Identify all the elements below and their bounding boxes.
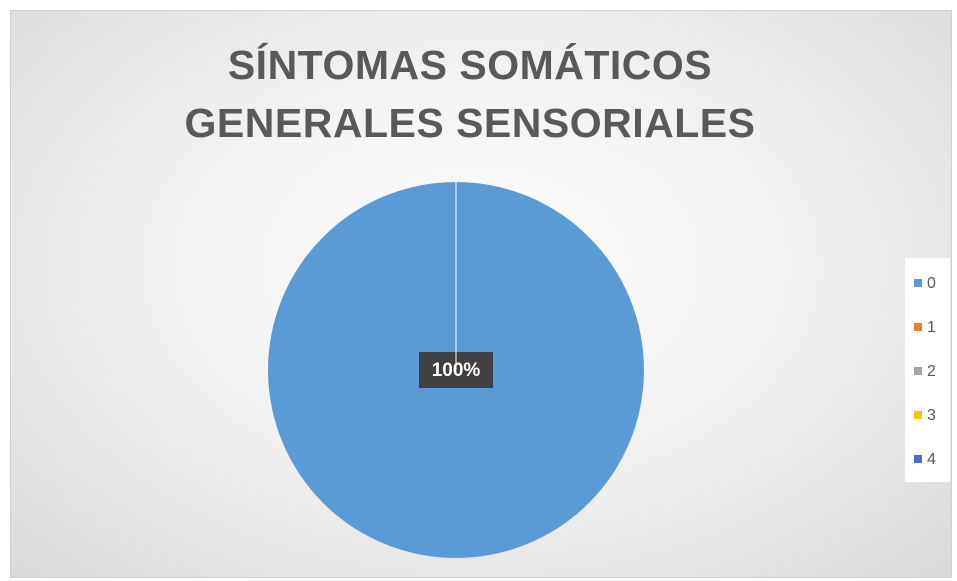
legend-swatch xyxy=(914,367,922,375)
legend-label: 4 xyxy=(927,451,936,468)
legend-label: 3 xyxy=(927,407,936,424)
data-label: 100% xyxy=(432,360,481,381)
legend-label: 0 xyxy=(927,275,936,292)
legend-swatch xyxy=(914,279,922,287)
legend-label: 1 xyxy=(927,319,936,336)
legend-label: 2 xyxy=(927,363,936,380)
chart-title: SÍNTOMAS SOMÁTICOS GENERALES SENSORIALES xyxy=(184,42,756,146)
legend-swatch xyxy=(914,323,922,331)
legend-swatch xyxy=(914,455,922,463)
legend-box xyxy=(905,258,950,482)
legend-swatch xyxy=(914,411,922,419)
